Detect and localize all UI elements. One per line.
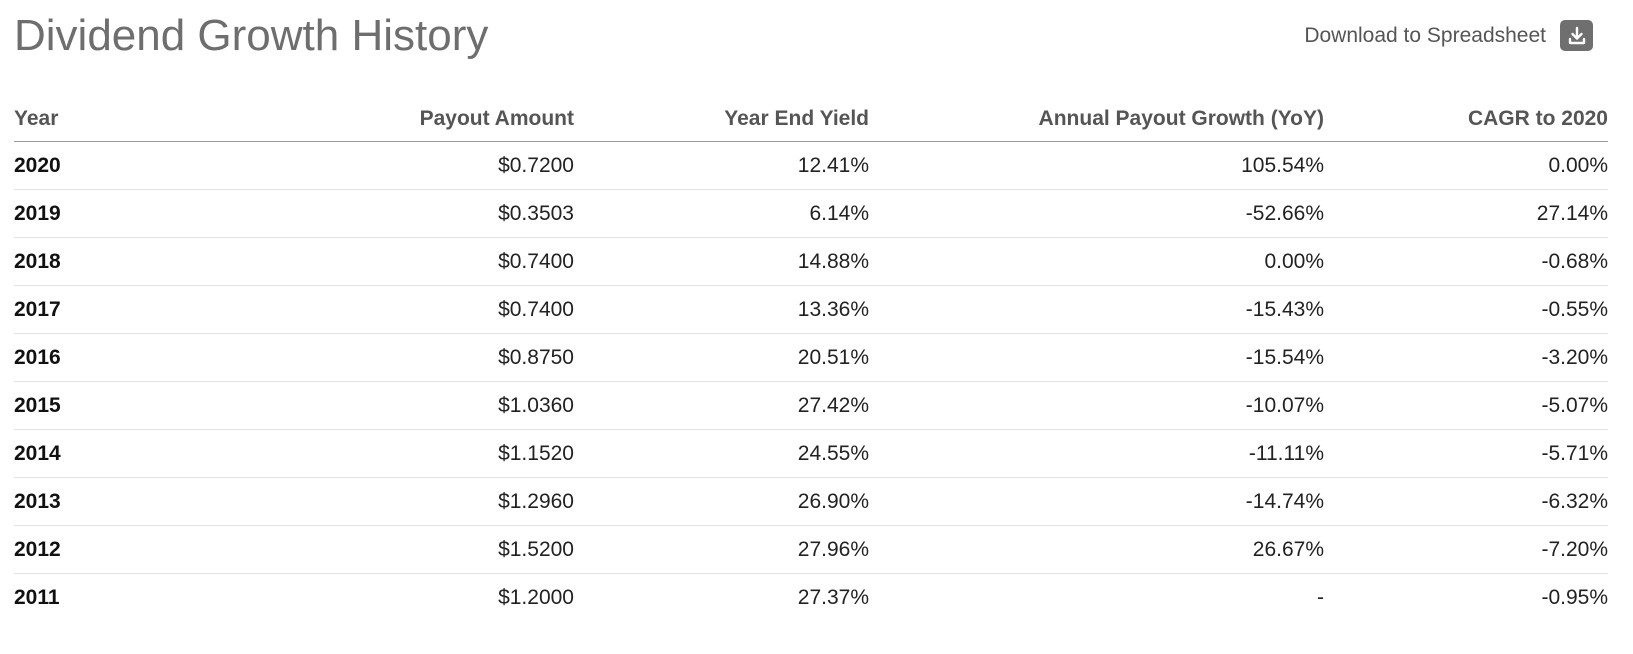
cell-payout: $0.7200 bbox=[174, 141, 574, 190]
cell-yield: 6.14% bbox=[574, 189, 869, 238]
cell-payout: $0.7400 bbox=[174, 237, 574, 286]
cell-yield: 26.90% bbox=[574, 477, 869, 526]
cell-cagr: -0.95% bbox=[1541, 585, 1608, 609]
cell-year: 2019 bbox=[14, 189, 174, 238]
cell-cagr: 0.00% bbox=[1324, 141, 1608, 190]
cell-payout: $1.0360 bbox=[174, 381, 574, 430]
cell-year: 2013 bbox=[14, 477, 174, 526]
cell-cagr: -3.20% bbox=[1324, 333, 1608, 382]
cell-yield: 14.88% bbox=[574, 237, 869, 286]
table-row: 2018 $0.7400 14.88% 0.00% -0.68% bbox=[14, 237, 1608, 286]
cell-cagr: -6.32% bbox=[1324, 477, 1608, 526]
cell-year: 2017 bbox=[14, 285, 174, 334]
cell-cagr: -5.71% bbox=[1324, 429, 1608, 478]
cell-payout: $1.1520 bbox=[174, 429, 574, 478]
cell-payout: $0.8750 bbox=[174, 333, 574, 382]
cell-growth: -10.07% bbox=[869, 381, 1324, 430]
cell-year: 2014 bbox=[14, 429, 174, 478]
cell-payout: $1.2960 bbox=[174, 477, 574, 526]
cell-yield: 13.36% bbox=[574, 285, 869, 334]
table-row: 2015 $1.0360 27.42% -10.07% -5.07% bbox=[14, 381, 1608, 430]
table-row: 2019 $0.3503 6.14% -52.66% 27.14% bbox=[14, 189, 1608, 238]
column-header-year[interactable]: Year bbox=[14, 96, 174, 142]
cell-yield: 27.37% bbox=[797, 585, 869, 609]
table-row: 2013 $1.2960 26.90% -14.74% -6.32% bbox=[14, 477, 1608, 526]
cell-payout: $0.7400 bbox=[174, 285, 574, 334]
cell-yield: 24.55% bbox=[574, 429, 869, 478]
cell-year: 2012 bbox=[14, 525, 174, 574]
download-spreadsheet-button[interactable]: Download to Spreadsheet bbox=[1304, 20, 1593, 51]
page-title: Dividend Growth History bbox=[14, 11, 489, 60]
column-header-annual-payout-growth[interactable]: Annual Payout Growth (YoY) bbox=[869, 96, 1324, 142]
table-row: 2011 $1.2000 27.37% - -0.95% bbox=[14, 574, 1608, 622]
cell-cagr: -5.07% bbox=[1324, 381, 1608, 430]
cell-growth: 26.67% bbox=[869, 525, 1324, 574]
cell-cagr: 27.14% bbox=[1324, 189, 1608, 238]
cell-growth: 105.54% bbox=[869, 141, 1324, 190]
cell-cagr: -7.20% bbox=[1324, 525, 1608, 574]
cell-yield: 20.51% bbox=[574, 333, 869, 382]
cell-year: 2016 bbox=[14, 333, 174, 382]
cell-yield: 27.42% bbox=[574, 381, 869, 430]
cell-cagr: -0.55% bbox=[1324, 285, 1608, 334]
table-row: 2017 $0.7400 13.36% -15.43% -0.55% bbox=[14, 285, 1608, 334]
download-label: Download to Spreadsheet bbox=[1304, 23, 1546, 47]
cell-growth: 0.00% bbox=[869, 237, 1324, 286]
cell-growth: -11.11% bbox=[869, 429, 1324, 478]
dividend-growth-table: Year Payout Amount Year End Yield Annual… bbox=[14, 96, 1608, 621]
cell-payout: $1.5200 bbox=[174, 525, 574, 574]
cell-growth: -14.74% bbox=[869, 477, 1324, 526]
cell-cagr: -0.68% bbox=[1324, 237, 1608, 286]
cell-yield: 27.96% bbox=[574, 525, 869, 574]
cell-payout: $0.3503 bbox=[174, 189, 574, 238]
column-header-payout-amount[interactable]: Payout Amount bbox=[174, 96, 574, 142]
cell-year: 2020 bbox=[14, 141, 174, 190]
cell-growth: -15.54% bbox=[869, 333, 1324, 382]
cell-payout: $1.2000 bbox=[498, 585, 574, 609]
table-header-row: Year Payout Amount Year End Yield Annual… bbox=[14, 96, 1608, 142]
cell-yield: 12.41% bbox=[574, 141, 869, 190]
download-icon[interactable] bbox=[1560, 20, 1593, 51]
cell-year: 2015 bbox=[14, 381, 174, 430]
cell-growth: -15.43% bbox=[869, 285, 1324, 334]
cell-year: 2011 bbox=[14, 585, 60, 609]
column-header-cagr[interactable]: CAGR to 2020 bbox=[1324, 96, 1608, 142]
table-row: 2014 $1.1520 24.55% -11.11% -5.71% bbox=[14, 429, 1608, 478]
cell-growth: - bbox=[1317, 585, 1324, 609]
table-row: 2012 $1.5200 27.96% 26.67% -7.20% bbox=[14, 525, 1608, 574]
table-row: 2016 $0.8750 20.51% -15.54% -3.20% bbox=[14, 333, 1608, 382]
table-row: 2020 $0.7200 12.41% 105.54% 0.00% bbox=[14, 141, 1608, 190]
cell-growth: -52.66% bbox=[869, 189, 1324, 238]
cell-year: 2018 bbox=[14, 237, 174, 286]
column-header-year-end-yield[interactable]: Year End Yield bbox=[574, 96, 869, 142]
